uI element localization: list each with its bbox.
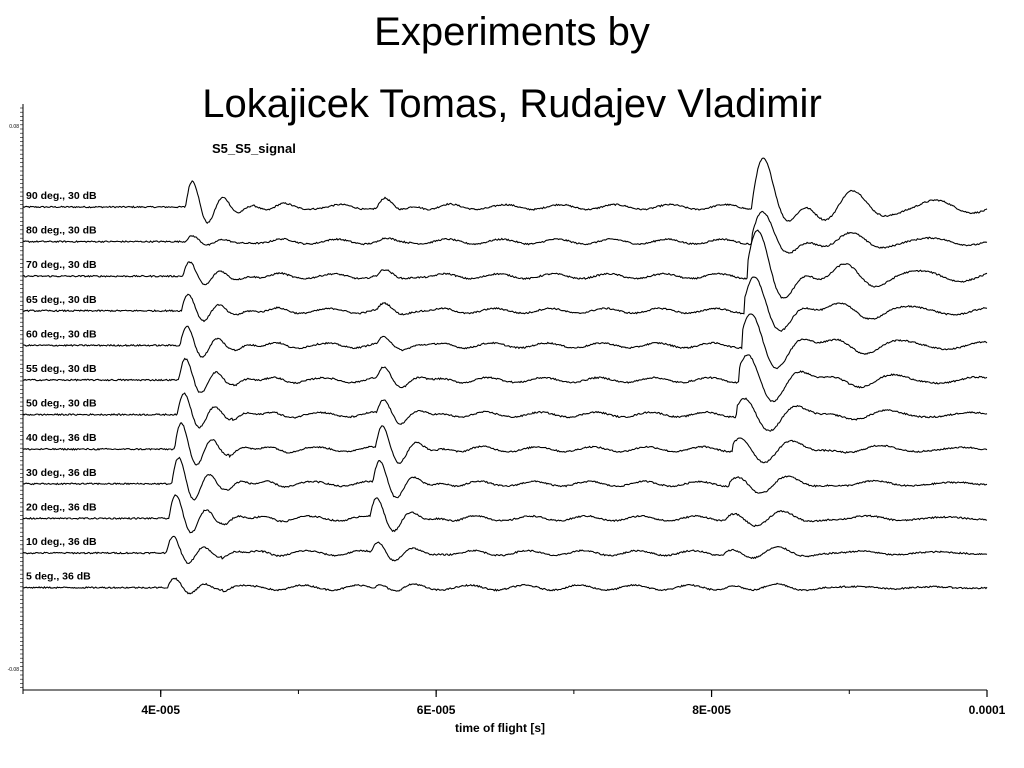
trace-line xyxy=(22,535,988,564)
trace-label: 10 deg., 36 dB xyxy=(26,536,97,548)
y-tick-label: -0.08 xyxy=(8,667,20,673)
trace-line xyxy=(22,157,988,225)
chart-axes: 4E-005 6E-005 8E-005 0.0001 0.08 -0.08 xyxy=(8,104,1006,717)
trace-line xyxy=(22,456,988,501)
trace-line xyxy=(23,354,988,403)
trace-line xyxy=(22,276,988,333)
x-tick-label: 4E-005 xyxy=(141,703,180,717)
trace-label: 60 deg., 30 dB xyxy=(26,328,97,340)
trace-line xyxy=(22,494,988,534)
trace-line xyxy=(22,210,988,254)
trace-label: 40 deg., 36 dB xyxy=(26,432,97,444)
trace-line xyxy=(22,577,988,595)
x-tick-label: 6E-005 xyxy=(417,703,456,717)
slide-title-line2: Lokajicek Tomas, Rudajev Vladimir xyxy=(202,82,822,126)
x-tick-label: 0.0001 xyxy=(969,703,1006,717)
x-tick-label: 8E-005 xyxy=(692,703,731,717)
x-axis-label: time of flight [s] xyxy=(455,721,545,735)
trace-line xyxy=(22,229,988,299)
trace-group xyxy=(22,157,988,595)
trace-label: 50 deg., 30 dB xyxy=(26,398,97,410)
trace-label: 65 deg., 30 dB xyxy=(26,294,97,306)
y-tick-label: 0.08 xyxy=(9,124,19,130)
trace-label: 20 deg., 36 dB xyxy=(26,501,97,513)
trace-line xyxy=(22,422,988,466)
trace-label: 80 deg., 30 dB xyxy=(26,225,97,237)
chart-title: S5_S5_signal xyxy=(212,141,296,156)
trace-line xyxy=(22,392,988,432)
trace-label: 5 deg., 36 dB xyxy=(26,571,91,583)
trace-line xyxy=(22,313,988,370)
trace-label: 30 deg., 36 dB xyxy=(26,467,97,479)
trace-label-group: 90 deg., 30 dB 80 deg., 30 dB 70 deg., 30 … xyxy=(26,190,97,583)
trace-label: 55 deg., 30 dB xyxy=(26,363,97,375)
trace-label: 90 deg., 30 dB xyxy=(26,190,97,202)
slide-title-line1: Experiments by xyxy=(374,10,650,54)
trace-label: 70 deg., 30 dB xyxy=(26,259,97,271)
